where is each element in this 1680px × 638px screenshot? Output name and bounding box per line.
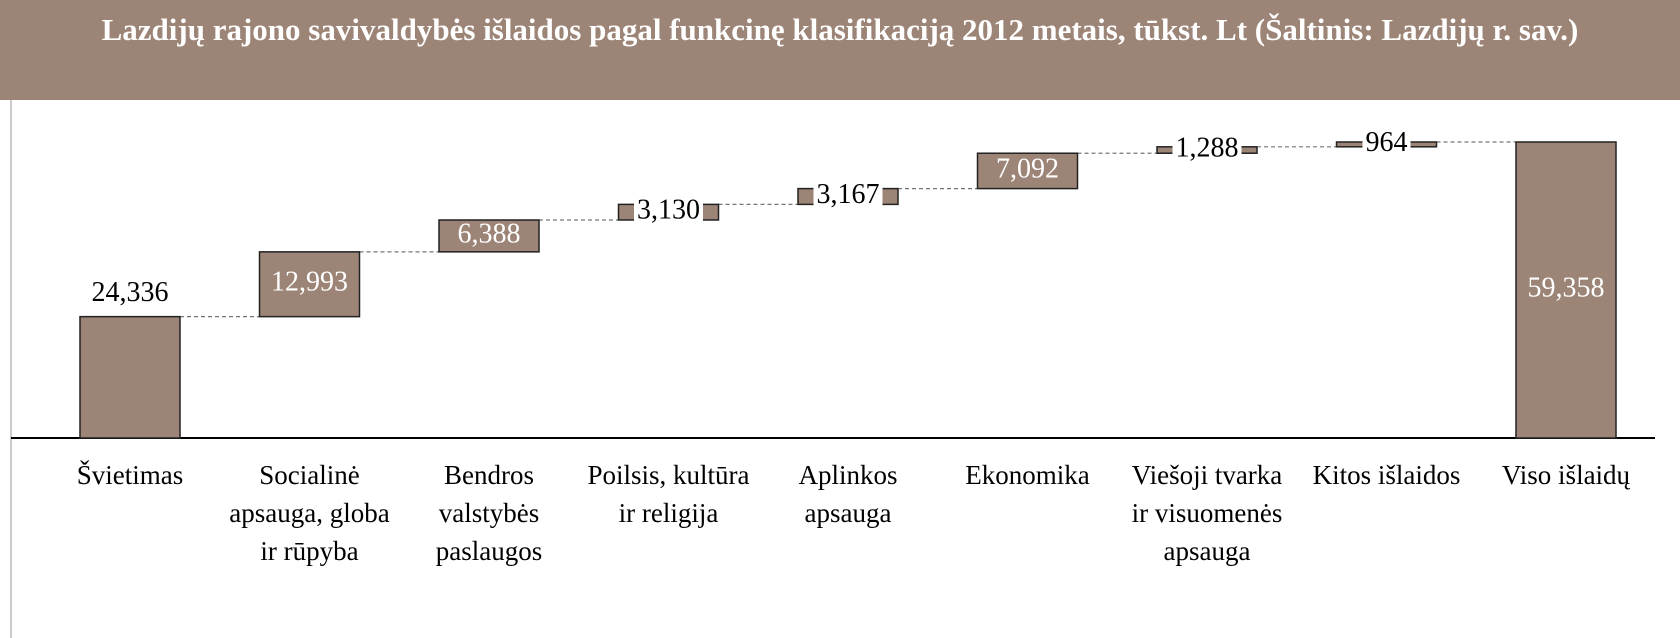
- label-background: [634, 195, 703, 230]
- chart-title: Lazdijų rajono savivaldybės išlaidos pag…: [0, 0, 1680, 100]
- value-label: 3,130: [637, 195, 700, 226]
- value-label: 964: [1366, 127, 1408, 158]
- x-tick-label: Ekonomika: [965, 460, 1090, 490]
- value-label: 3,167: [817, 179, 880, 210]
- bar: [438, 219, 540, 253]
- value-label: 12,993: [271, 267, 348, 298]
- label-background: [813, 179, 883, 214]
- value-label: 1,288: [1176, 132, 1239, 163]
- x-tick-label: Viešoji tvarka ir visuomenės apsauga: [1131, 460, 1283, 566]
- bar: [1515, 141, 1617, 439]
- bar: [976, 152, 1079, 190]
- x-tick-label: Švietimas: [76, 460, 184, 490]
- label-background: [1172, 133, 1242, 168]
- value-label: 24,336: [92, 277, 169, 308]
- x-tick-label: Aplinkos apsauga: [798, 460, 898, 528]
- x-tick-label: Viso išlaidų: [1501, 460, 1631, 490]
- x-tick-label: Poilsis, kultūra ir religija: [587, 460, 750, 528]
- x-tick-label: Kitos išlaidos: [1312, 460, 1461, 490]
- value-label: 59,358: [1528, 272, 1605, 303]
- x-tick-label: Bendros valstybės paslaugos: [435, 460, 543, 566]
- bar: [258, 251, 361, 318]
- label-background: [1362, 127, 1411, 162]
- x-tick-label: Socialinė apsauga, globa ir rūpyba: [229, 460, 390, 566]
- value-label: 6,388: [458, 218, 521, 249]
- value-label: 7,092: [996, 153, 1059, 184]
- bar: [79, 315, 181, 439]
